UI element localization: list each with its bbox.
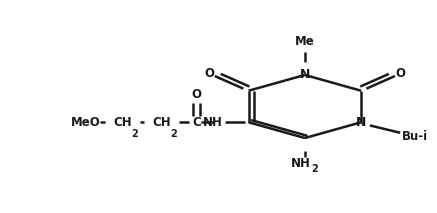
- Text: CH: CH: [153, 116, 171, 129]
- Text: Me: Me: [295, 35, 315, 48]
- Text: MeO: MeO: [71, 116, 101, 129]
- Text: NH: NH: [203, 116, 222, 129]
- Text: O: O: [395, 68, 405, 81]
- Text: 2: 2: [312, 164, 318, 174]
- Text: O: O: [205, 68, 215, 81]
- Text: N: N: [300, 68, 310, 81]
- Text: O: O: [191, 88, 201, 101]
- Text: N: N: [356, 116, 366, 129]
- Text: C: C: [192, 116, 201, 129]
- Text: 2: 2: [170, 129, 177, 139]
- Text: 2: 2: [132, 129, 139, 139]
- Text: Bu-i: Bu-i: [402, 131, 429, 144]
- Text: NH: NH: [291, 157, 310, 170]
- Text: CH: CH: [114, 116, 132, 129]
